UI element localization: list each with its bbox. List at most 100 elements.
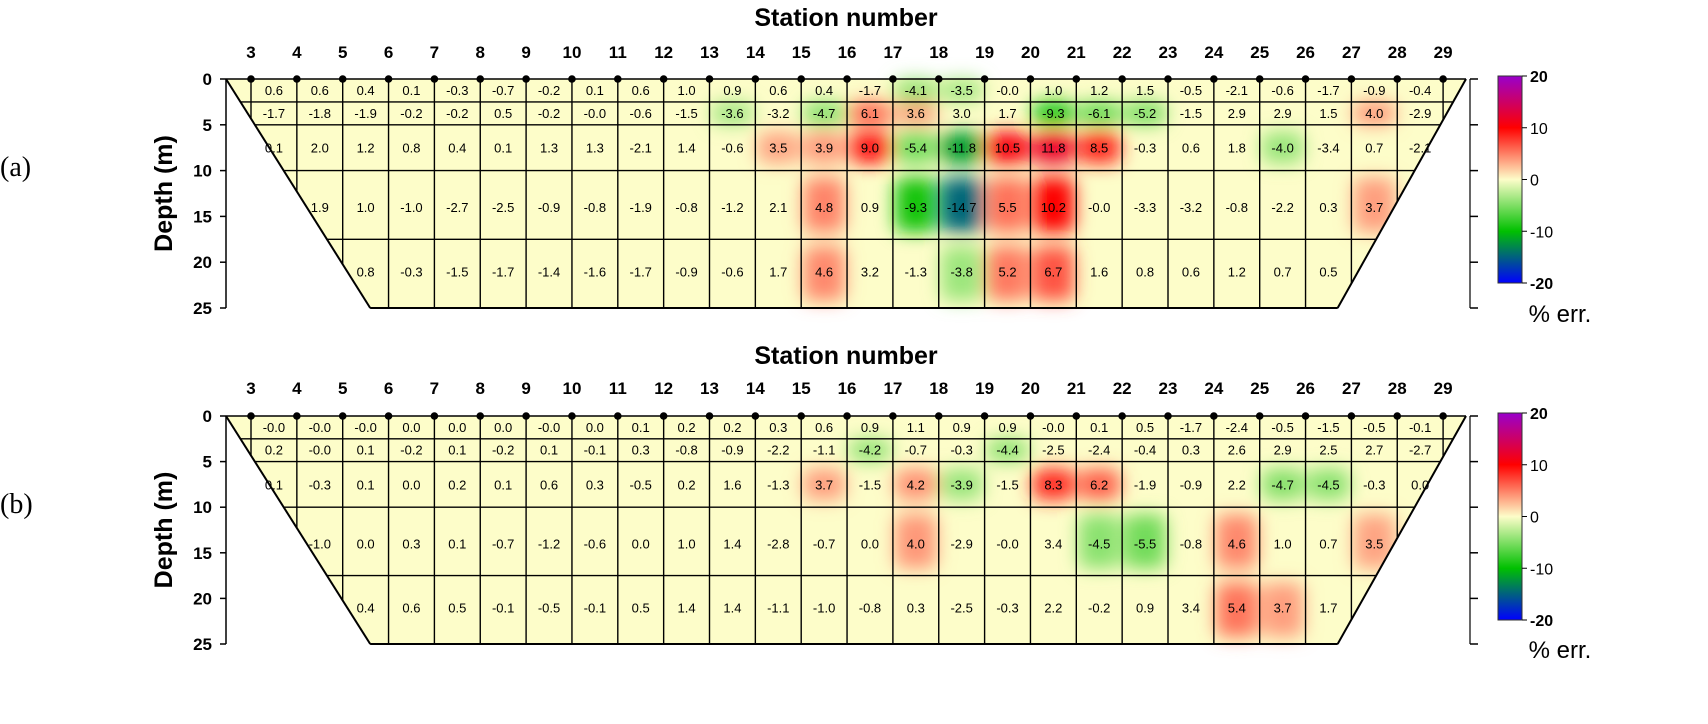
cell-value: -0.9 [538, 200, 560, 215]
cell-value: 0.4 [357, 83, 375, 98]
cell-value: 0.3 [769, 420, 787, 435]
y-tick-label: 25 [193, 299, 212, 318]
cell-value: -0.0 [354, 420, 376, 435]
cell-value: -1.9 [354, 106, 376, 121]
cell-value: 0.1 [586, 83, 604, 98]
cell-value: -0.4 [1134, 443, 1156, 458]
cell-value: -2.1 [1226, 83, 1248, 98]
cell-value: -0.6 [1271, 83, 1293, 98]
y-tick-label: 5 [203, 116, 212, 135]
cell-value: 0.3 [1182, 443, 1200, 458]
cell-value: -0.3 [1134, 141, 1156, 156]
cell-value: -5.4 [905, 141, 927, 156]
anomaly-blob [941, 79, 983, 102]
cell-value: -0.4 [1409, 83, 1431, 98]
anomaly-blob [1032, 246, 1075, 301]
anomaly-blob [1353, 177, 1395, 232]
y-tick-label: 0 [203, 407, 212, 426]
station-dot [889, 75, 897, 83]
cell-value: 0.0 [586, 420, 604, 435]
cell-value: 1.0 [678, 537, 696, 552]
anomaly-blob [941, 132, 983, 164]
cell-value: 0.1 [494, 477, 512, 492]
cell-value: -0.0 [1088, 200, 1110, 215]
cell-value: 0.0 [632, 537, 650, 552]
cell-value: -0.2 [1088, 601, 1110, 616]
colorbar-tick-label: -20 [1530, 613, 1553, 630]
cell-value: 0.1 [448, 443, 466, 458]
cell-value: -0.2 [400, 106, 422, 121]
cell-value: -6.1 [1088, 106, 1110, 121]
cell-value: -2.5 [1042, 443, 1064, 458]
cell-value: 0.4 [448, 141, 466, 156]
cell-value: -1.4 [538, 264, 560, 279]
cell-value: -0.5 [1271, 420, 1293, 435]
station-label: 18 [929, 379, 948, 398]
station-label: 29 [1434, 379, 1453, 398]
cell-value: 1.4 [678, 141, 696, 156]
cell-value: 3.5 [769, 141, 787, 156]
station-dot [384, 75, 393, 83]
cell-value: -0.8 [584, 200, 606, 215]
colorbar-tick-label: 20 [1530, 406, 1548, 423]
cell-value: 3.4 [1182, 601, 1200, 616]
cell-value: 0.1 [402, 83, 420, 98]
anomaly-blob [1078, 514, 1120, 569]
cell-value: 0.0 [357, 537, 375, 552]
cell-value: 1.6 [1090, 264, 1108, 279]
colorbar-tick-label: -10 [1530, 224, 1553, 241]
cell-value: 0.1 [265, 141, 283, 156]
cell-value: -0.0 [996, 537, 1018, 552]
cell-value: -0.1 [492, 601, 514, 616]
cell-value: -3.4 [1317, 141, 1339, 156]
cell-value: 0.2 [448, 477, 466, 492]
cell-value: -0.0 [1042, 420, 1064, 435]
colorbar-tick-label: -10 [1530, 561, 1553, 578]
colorbar-tick-label: 0 [1530, 510, 1539, 527]
station-label: 25 [1250, 379, 1269, 398]
station-dot [338, 412, 347, 420]
cell-value: 0.1 [632, 420, 650, 435]
station-dot [659, 412, 668, 420]
station-dot [1301, 412, 1310, 420]
station-dot [1026, 75, 1035, 83]
station-label: 26 [1296, 43, 1315, 62]
cell-value: -0.6 [721, 141, 743, 156]
cell-value: 0.1 [357, 477, 375, 492]
station-label: 10 [562, 379, 581, 398]
station-label: 3 [246, 43, 255, 62]
cell-value: 0.2 [678, 477, 696, 492]
cell-value: -1.8 [309, 106, 331, 121]
y-axis-label: Depth (m) [150, 472, 178, 589]
cell-value: -1.5 [675, 106, 697, 121]
cell-value: -3.9 [950, 477, 972, 492]
cell-value: -0.9 [1180, 477, 1202, 492]
station-dot [751, 75, 760, 83]
cell-value: 0.6 [265, 83, 283, 98]
y-tick-label: 25 [193, 635, 212, 654]
cell-value: 10.5 [995, 141, 1020, 156]
cell-value: -1.9 [1134, 477, 1156, 492]
cell-value: 0.6 [1182, 264, 1200, 279]
station-dot [430, 75, 439, 83]
anomaly-blob [986, 246, 1029, 301]
station-label: 14 [746, 379, 765, 398]
cell-value: -0.8 [1226, 200, 1248, 215]
station-dot [1072, 75, 1081, 83]
cell-value: -0.8 [1180, 537, 1202, 552]
anomaly-blob [803, 132, 845, 164]
cell-value: 0.3 [402, 537, 420, 552]
station-dot [1255, 75, 1264, 83]
cell-value: 2.9 [1228, 106, 1246, 121]
cell-value: -2.1 [1409, 141, 1431, 156]
station-label: 16 [838, 379, 857, 398]
cell-value: 0.2 [678, 420, 696, 435]
cell-value: -4.5 [1317, 477, 1339, 492]
cell-value: 0.3 [1319, 200, 1337, 215]
y-tick-label: 10 [193, 162, 212, 181]
section-background [226, 79, 1466, 308]
cell-value: 1.7 [1319, 601, 1337, 616]
station-label: 25 [1250, 43, 1269, 62]
station-label: 17 [883, 379, 902, 398]
cell-value: -1.5 [1317, 420, 1339, 435]
